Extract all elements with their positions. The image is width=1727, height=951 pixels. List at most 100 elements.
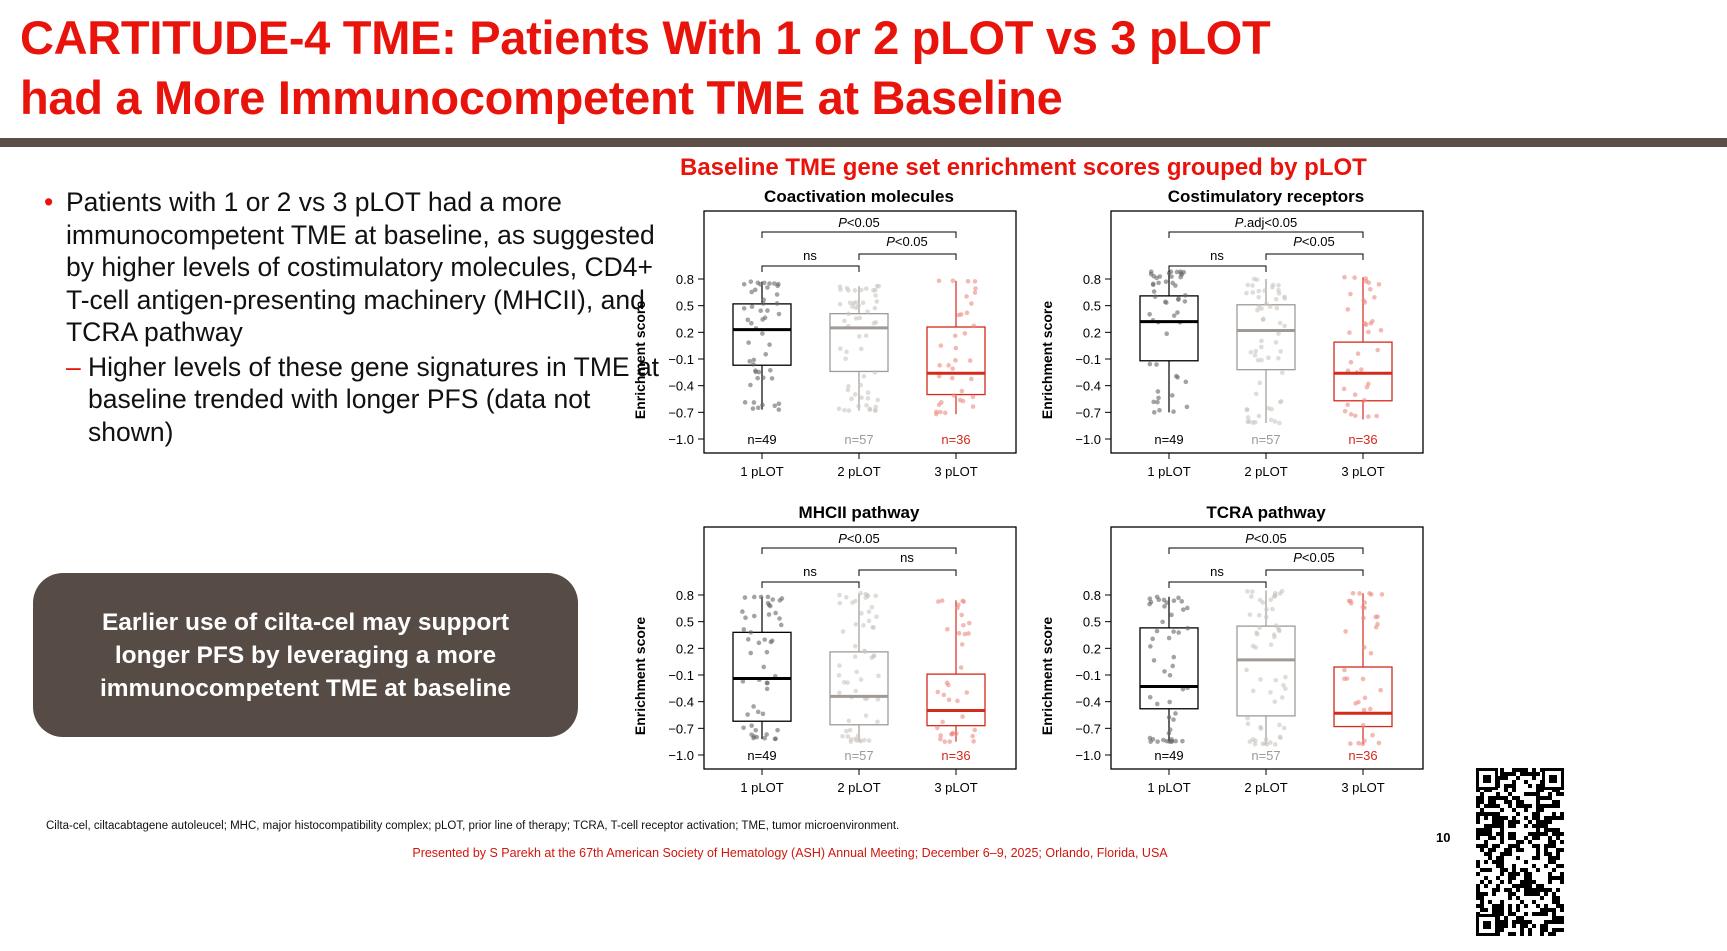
qr-module (1524, 808, 1528, 812)
qr-module (1552, 812, 1556, 816)
x-tick-label: 2 pLOT (837, 780, 880, 795)
qr-module (1476, 844, 1480, 848)
data-point (1148, 269, 1154, 275)
data-point (762, 637, 767, 642)
qr-module (1548, 820, 1552, 824)
qr-module (1520, 800, 1524, 804)
chart-heading: Baseline TME gene set enrichment scores … (680, 154, 1367, 181)
data-point (1160, 619, 1165, 625)
qr-module (1512, 768, 1516, 772)
data-point (972, 727, 978, 733)
data-point (770, 597, 776, 602)
data-point (964, 690, 970, 695)
footnote: Cilta-cel, ciltacabtagene autoleucel; MH… (46, 820, 900, 832)
data-point (1366, 414, 1371, 419)
qr-module (1504, 888, 1508, 892)
qr-module (1556, 832, 1560, 836)
data-point (1255, 357, 1261, 363)
data-point (1252, 353, 1258, 358)
box (829, 313, 889, 373)
bracket-1v3 (761, 547, 957, 554)
qr-module (1560, 928, 1564, 932)
data-point (1176, 297, 1181, 302)
data-point (1363, 279, 1369, 284)
qr-module (1488, 800, 1492, 804)
qr-module (1512, 924, 1516, 928)
qr-module (1504, 816, 1508, 820)
data-point (837, 663, 842, 668)
data-point (875, 697, 881, 702)
data-point (760, 331, 765, 336)
qr-module (1548, 816, 1552, 820)
data-point (1250, 688, 1256, 694)
data-point (852, 654, 858, 659)
qr-module (1556, 816, 1560, 820)
data-point (1266, 355, 1271, 361)
y-axis-label: Enrichment score (1039, 617, 1055, 735)
qr-module (1556, 848, 1560, 852)
qr-module (1504, 848, 1508, 852)
data-point (950, 366, 955, 371)
data-point (1282, 296, 1288, 301)
data-point (1156, 395, 1161, 401)
qr-module (1516, 800, 1520, 804)
qr-module (1536, 824, 1540, 828)
qr-module (1556, 916, 1560, 920)
data-point (1245, 415, 1251, 420)
data-point (1150, 281, 1156, 287)
qr-module (1496, 816, 1500, 820)
bracket-1v3 (1168, 547, 1364, 554)
callout-text: Earlier use of cilta-cel may support lon… (99, 608, 512, 702)
qr-module (1504, 772, 1508, 776)
data-point (852, 643, 858, 649)
data-point (741, 281, 747, 287)
data-point (1361, 707, 1367, 713)
data-point (1173, 711, 1178, 716)
data-point (936, 402, 942, 408)
qr-module (1512, 864, 1516, 868)
qr-module (1536, 828, 1540, 832)
pvalue-1v3: P<0.05 (1245, 531, 1287, 546)
data-point (837, 284, 843, 289)
data-point (1342, 408, 1348, 414)
qr-module (1536, 800, 1540, 804)
qr-module (1500, 912, 1504, 916)
qr-module (1536, 784, 1540, 788)
data-point (1155, 399, 1160, 405)
data-point (1259, 338, 1264, 344)
data-point (853, 305, 859, 311)
data-point (1379, 592, 1385, 597)
qr-module (1504, 784, 1508, 788)
qr-module (1544, 892, 1548, 896)
qr-module (1512, 824, 1516, 828)
qr-module (1496, 792, 1500, 796)
data-point (1368, 321, 1373, 326)
qr-module (1520, 848, 1524, 852)
sub-bullet-item: – Higher levels of these gene signatures … (44, 351, 664, 449)
data-point (965, 278, 971, 284)
data-point (847, 727, 853, 733)
qr-module (1508, 844, 1512, 848)
data-point (1343, 629, 1348, 634)
qr-module (1500, 920, 1504, 924)
data-point (959, 388, 965, 394)
qr-module (1484, 816, 1488, 820)
data-point (1342, 274, 1347, 280)
data-point (846, 311, 851, 317)
qr-module (1544, 832, 1548, 836)
x-tick-label: 3 pLOT (934, 780, 977, 795)
pvalue-1v3: P<0.05 (838, 215, 880, 230)
data-point (1348, 741, 1353, 746)
data-point (764, 680, 770, 686)
qr-module (1516, 872, 1520, 876)
qr-module (1552, 876, 1556, 880)
data-point (1281, 725, 1287, 731)
qr-module (1528, 932, 1532, 936)
qr-code[interactable] (1476, 768, 1564, 938)
data-point (1375, 347, 1380, 353)
y-tick-label: −0.7 (668, 405, 694, 420)
qr-module (1508, 836, 1512, 840)
data-point (771, 281, 777, 286)
data-point (936, 373, 942, 379)
qr-module (1488, 812, 1492, 816)
